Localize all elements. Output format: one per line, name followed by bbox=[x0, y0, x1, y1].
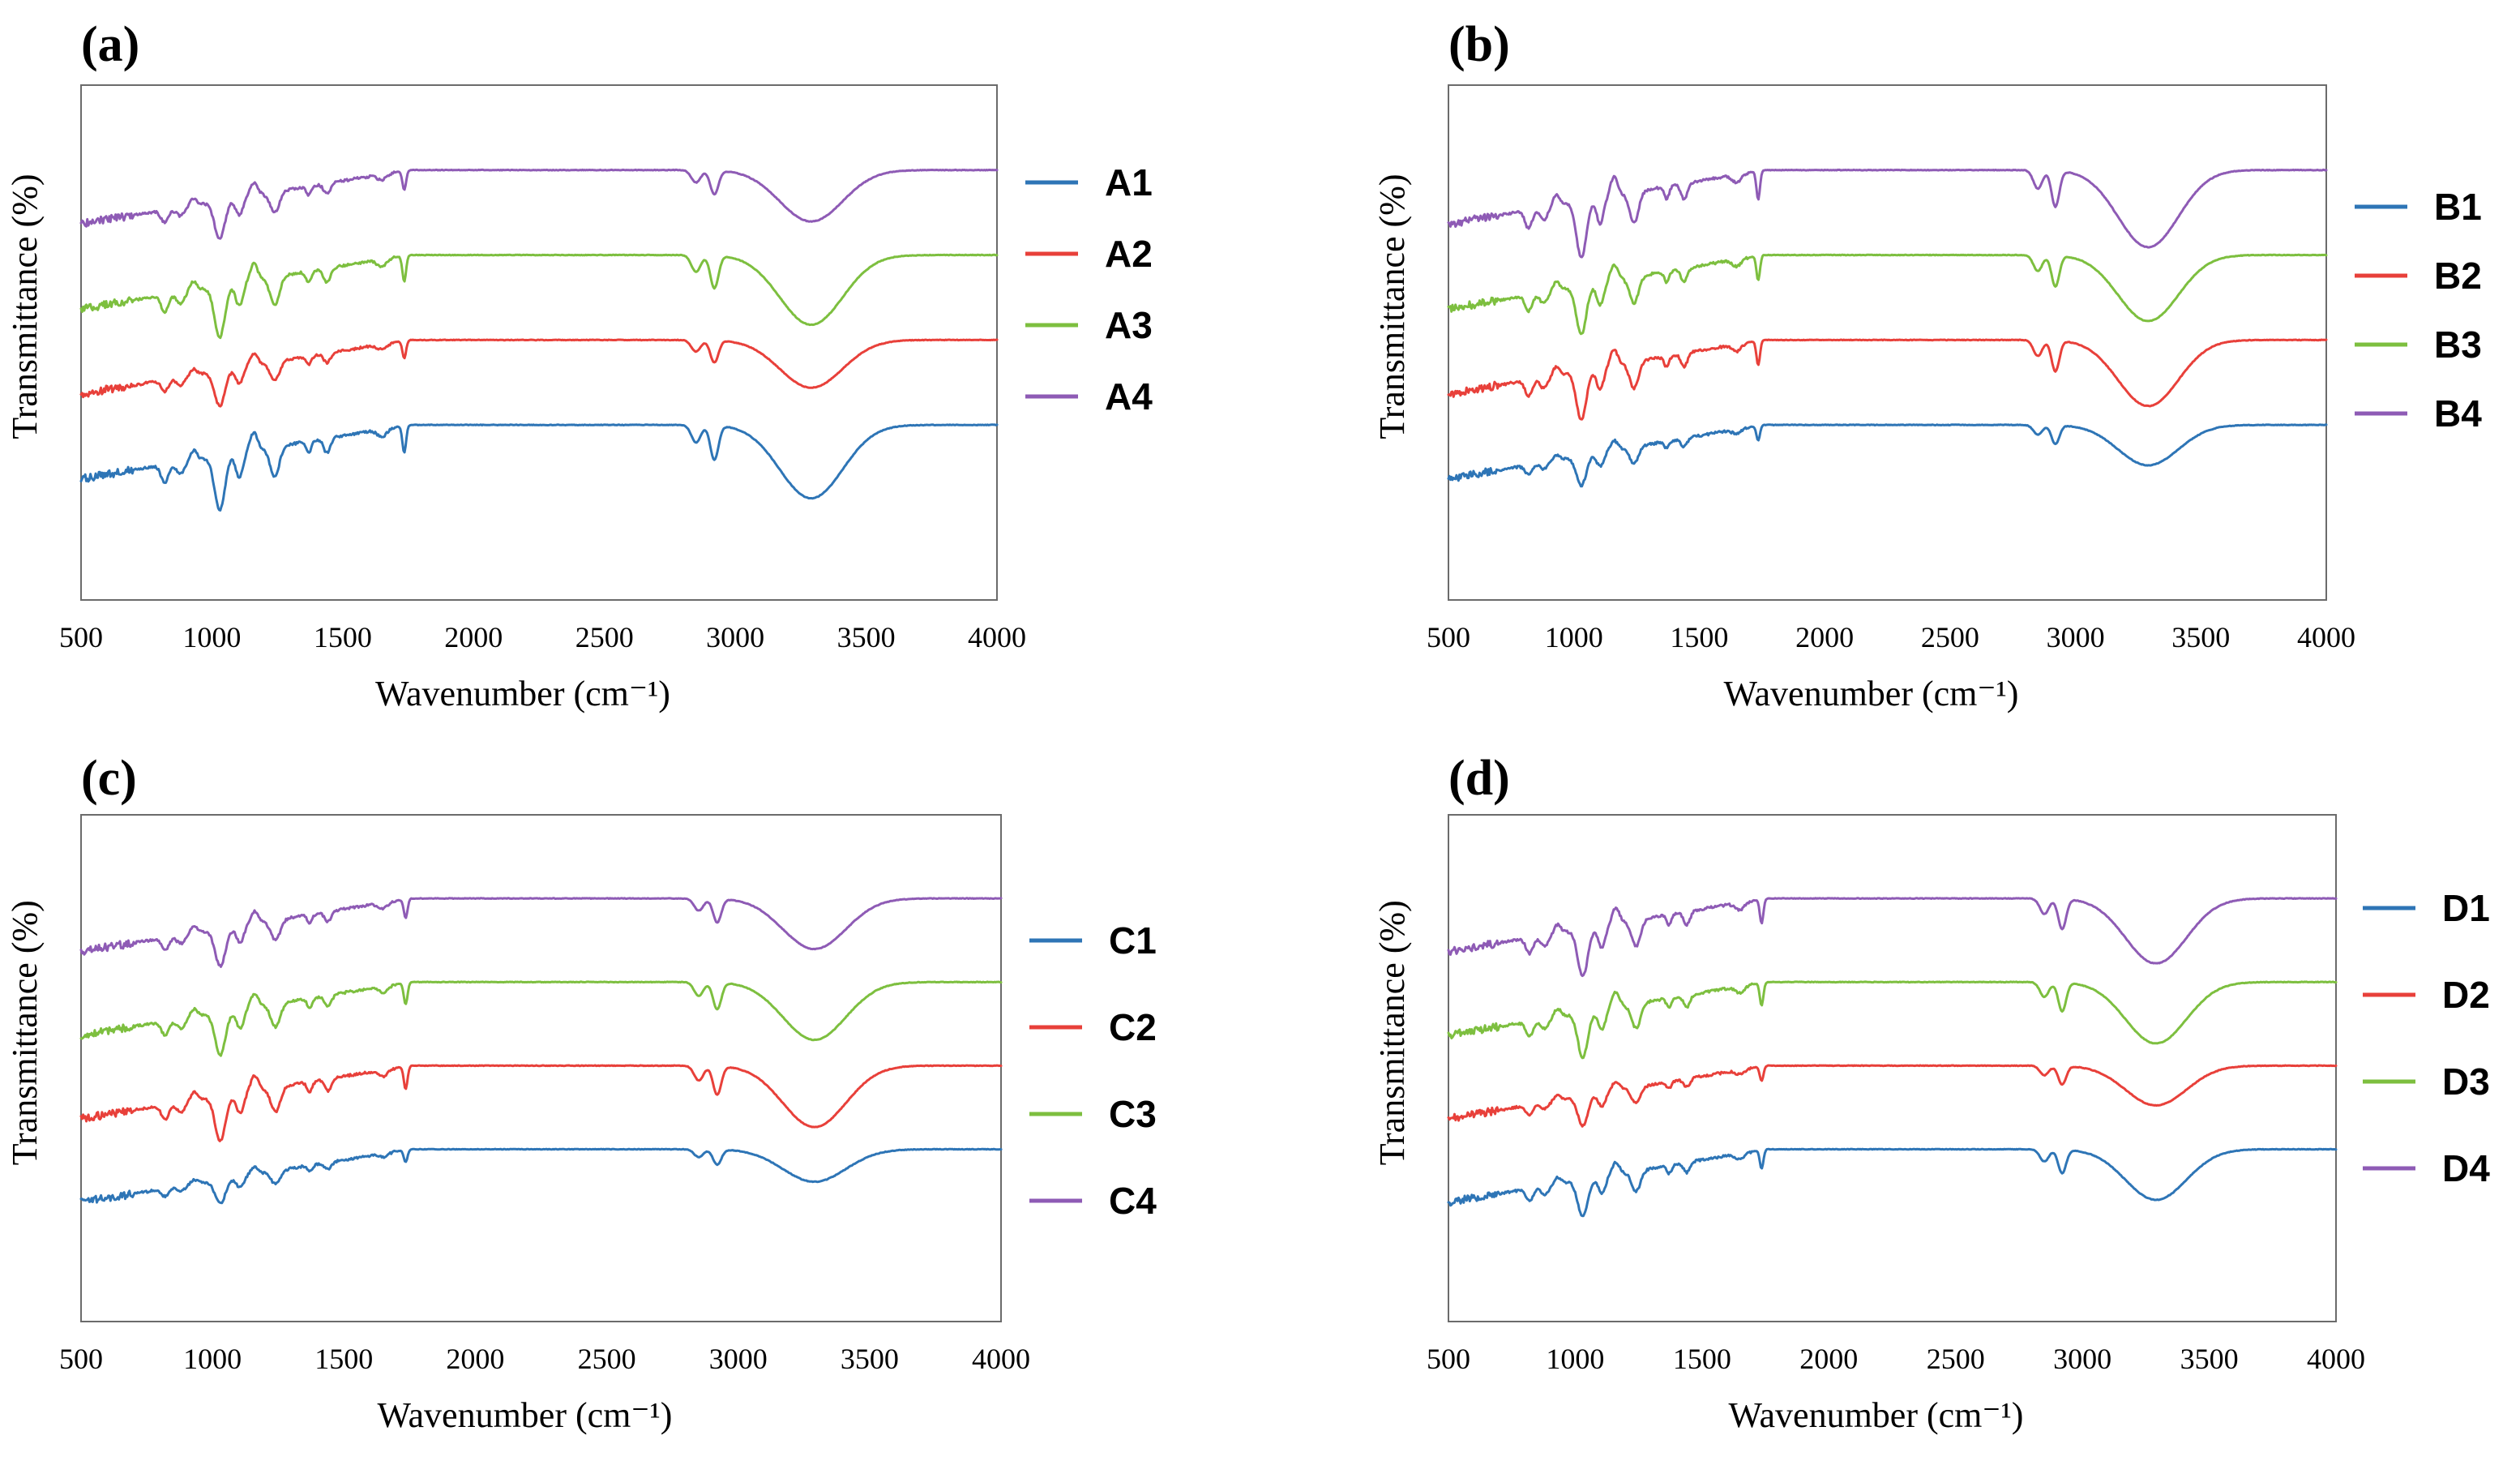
series-line-C1 bbox=[79, 1147, 1003, 1205]
y-axis-label: Transmittance (%) bbox=[5, 174, 45, 439]
legend-label-B4: B4 bbox=[2434, 392, 2482, 435]
x-tick-label: 500 bbox=[1427, 621, 1470, 653]
plot-area-frame bbox=[1448, 814, 2337, 1322]
x-tick-label: 4000 bbox=[2307, 1343, 2365, 1375]
x-tick-label: 2500 bbox=[575, 621, 634, 653]
x-tick-label: 500 bbox=[59, 621, 103, 653]
panel-label: (b) bbox=[1448, 17, 1510, 72]
chart-panel-3: (c) 500 1000 1500 2000 2500 3000 3500 4000 Wavenu… bbox=[5, 751, 1157, 1435]
legend: A1 A2 A3 A4 bbox=[1025, 161, 1153, 418]
panel-label: (a) bbox=[81, 17, 139, 72]
panel-label: (d) bbox=[1448, 751, 1510, 806]
x-tick-label: 1500 bbox=[1673, 1343, 1731, 1375]
x-axis-label: Wavenumber (cm⁻¹) bbox=[375, 674, 670, 713]
chart-panel-4: (d) 500 1000 1500 2000 2500 3000 3500 4000 Wavenu… bbox=[1372, 751, 2490, 1435]
x-tick-label: 2500 bbox=[1927, 1343, 1985, 1375]
x-tick-label: 1000 bbox=[183, 1343, 242, 1375]
series-line-B3 bbox=[1447, 253, 2328, 336]
x-tick-label: 2000 bbox=[446, 1343, 504, 1375]
x-axis-label: Wavenumber (cm⁻¹) bbox=[1729, 1395, 2024, 1435]
plot-area-frame bbox=[80, 814, 1002, 1322]
y-axis-label: Transmittance (%) bbox=[1372, 174, 1412, 439]
plot-area-frame bbox=[1448, 84, 2327, 601]
legend-label-C1: C1 bbox=[1109, 919, 1157, 962]
x-tick-label: 1500 bbox=[314, 621, 372, 653]
x-axis-label: Wavenumber (cm⁻¹) bbox=[1724, 674, 2019, 713]
series-line-D4 bbox=[1447, 897, 2338, 978]
x-tick-label: 2000 bbox=[444, 621, 503, 653]
legend-label-A2: A2 bbox=[1105, 233, 1153, 275]
legend-label-D4: D4 bbox=[2442, 1147, 2490, 1189]
legend-label-D2: D2 bbox=[2442, 974, 2490, 1016]
legend: D1 D2 D3 D4 bbox=[2363, 887, 2490, 1189]
x-tick-label: 1000 bbox=[182, 621, 241, 653]
plot-area-frame bbox=[80, 84, 998, 601]
x-tick-label: 4000 bbox=[972, 1343, 1030, 1375]
legend-label-A1: A1 bbox=[1105, 161, 1153, 204]
x-tick-label: 3000 bbox=[2053, 1343, 2111, 1375]
series-line-A2 bbox=[79, 338, 999, 408]
x-tick-label: 2500 bbox=[578, 1343, 636, 1375]
x-tick-label: 3500 bbox=[837, 621, 896, 653]
chart-panel-2: (b) 500 1000 1500 2000 2500 3000 3500 4000 Wavenu… bbox=[1372, 17, 2482, 713]
series-line-B2 bbox=[1447, 338, 2328, 421]
legend: B1 B2 B3 B4 bbox=[2355, 186, 2482, 435]
y-axis-label: Transmittance (%) bbox=[5, 900, 45, 1165]
x-tick-label: 2500 bbox=[1921, 621, 1979, 653]
legend-label-D3: D3 bbox=[2442, 1060, 2490, 1103]
y-axis-label: Transmittance (%) bbox=[1372, 900, 1412, 1165]
x-axis-label: Wavenumber (cm⁻¹) bbox=[378, 1395, 673, 1435]
series-line-C4 bbox=[79, 897, 1003, 968]
series-line-B1 bbox=[1447, 423, 2328, 488]
x-tick-label: 3500 bbox=[2171, 621, 2230, 653]
series-line-D3 bbox=[1447, 980, 2338, 1060]
x-tick-label: 3000 bbox=[2047, 621, 2105, 653]
series-line-C3 bbox=[79, 980, 1003, 1057]
x-tick-label: 3500 bbox=[2180, 1343, 2239, 1375]
chart-panel-1: (a) 500 1000 1500 2000 2500 3000 3500 4000 Wavenu… bbox=[5, 17, 1153, 713]
series-line-A4 bbox=[79, 168, 999, 240]
series-line-A3 bbox=[79, 253, 999, 340]
x-tick-label: 500 bbox=[1427, 1343, 1470, 1375]
legend-label-A4: A4 bbox=[1105, 375, 1153, 418]
series-line-D2 bbox=[1447, 1064, 2338, 1128]
legend-label-C3: C3 bbox=[1109, 1093, 1157, 1135]
series-line-A1 bbox=[79, 423, 999, 512]
x-tick-label: 3000 bbox=[709, 1343, 768, 1375]
x-tick-label: 1500 bbox=[314, 1343, 373, 1375]
x-tick-label: 4000 bbox=[968, 621, 1026, 653]
x-tick-label: 2000 bbox=[1795, 621, 1854, 653]
legend-label-B2: B2 bbox=[2434, 255, 2482, 297]
legend: C1 C2 C3 C4 bbox=[1029, 919, 1157, 1222]
series-line-D1 bbox=[1447, 1147, 2338, 1218]
legend-label-D1: D1 bbox=[2442, 887, 2490, 929]
legend-label-B1: B1 bbox=[2434, 186, 2482, 228]
legend-label-B3: B3 bbox=[2434, 323, 2482, 366]
x-tick-label: 2000 bbox=[1799, 1343, 1858, 1375]
x-tick-label: 1000 bbox=[1545, 621, 1603, 653]
x-tick-label: 1500 bbox=[1670, 621, 1728, 653]
legend-label-A3: A3 bbox=[1105, 304, 1153, 346]
panel-label: (c) bbox=[81, 751, 137, 806]
series-line-C2 bbox=[79, 1064, 1003, 1142]
x-tick-label: 4000 bbox=[2297, 621, 2355, 653]
series-line-B4 bbox=[1447, 168, 2328, 259]
x-tick-label: 500 bbox=[59, 1343, 103, 1375]
x-tick-label: 3500 bbox=[841, 1343, 899, 1375]
legend-label-C2: C2 bbox=[1109, 1006, 1157, 1048]
x-tick-label: 3000 bbox=[706, 621, 764, 653]
legend-label-C4: C4 bbox=[1109, 1180, 1157, 1222]
x-tick-label: 1000 bbox=[1546, 1343, 1604, 1375]
